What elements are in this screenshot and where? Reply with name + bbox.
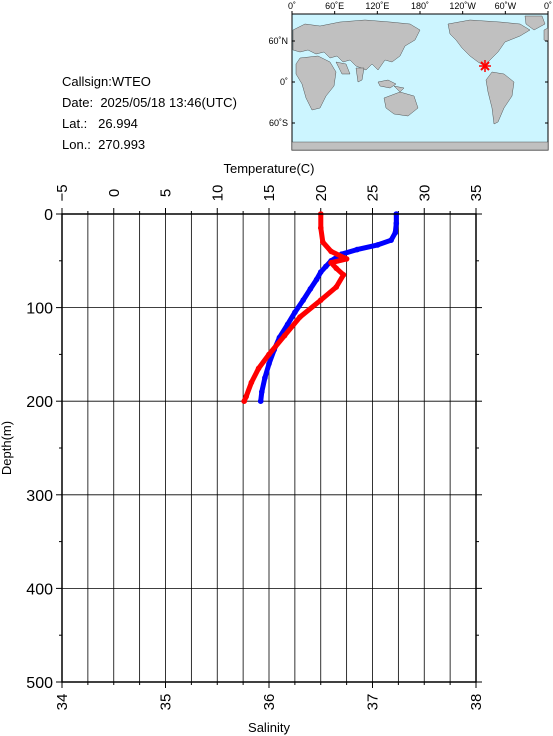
salinity-axis-label: Salinity xyxy=(248,720,290,735)
temperature-point xyxy=(354,246,360,253)
salinity-point xyxy=(328,259,334,266)
temperature-point xyxy=(323,263,329,270)
map-lon-tick-label: 180˚ xyxy=(411,1,429,11)
temperature-point xyxy=(388,237,394,243)
lat-row: Lat.: 26.994 xyxy=(62,116,138,132)
salinity-point xyxy=(243,393,249,400)
plot-frame xyxy=(61,213,477,683)
salinity-tick-label: 34 xyxy=(54,694,71,711)
map-lon-tick-label: 0˚ xyxy=(544,1,552,11)
temperature-point xyxy=(262,375,268,381)
salinity-point xyxy=(297,314,303,320)
temperature-point xyxy=(313,276,320,283)
salinity-point xyxy=(318,297,324,303)
salinity-point xyxy=(318,225,324,231)
salinity-point xyxy=(328,248,334,255)
salinity-tick-label: 35 xyxy=(158,694,175,711)
temperature-tick-label: 15 xyxy=(261,185,278,202)
temperature-tick-label: 25 xyxy=(365,185,382,202)
temperature-tick-label: 10 xyxy=(209,185,226,202)
location-marker-icon xyxy=(479,60,491,72)
map-lon-tick-label: 120˚E xyxy=(365,1,389,11)
salinity-point xyxy=(266,351,272,358)
salinity-point xyxy=(343,256,350,262)
temperature-point xyxy=(300,297,307,303)
temperature-tick-label: 5 xyxy=(158,189,175,197)
map-lon-ticks: 0˚ 60˚E 120˚E 180˚ 120˚W 60˚W 0˚ xyxy=(288,1,552,14)
map-land xyxy=(291,15,549,151)
salinity-point xyxy=(340,272,347,278)
map-lon-tick-label: 120˚W xyxy=(449,1,476,11)
depth-tick-label: 400 xyxy=(26,581,53,598)
salinity-point xyxy=(281,332,288,339)
map-lat-tick-label: 60˚N xyxy=(268,36,288,46)
salinity-point xyxy=(241,398,247,404)
temperature-point xyxy=(393,220,400,227)
date-label: Date: xyxy=(62,95,94,110)
salinity-point xyxy=(255,365,262,372)
map-lon-tick-label: 60˚E xyxy=(325,1,344,11)
callsign-text: Callsign:WTEO xyxy=(62,74,151,89)
salinity-tick-label: 36 xyxy=(261,694,278,711)
temperature-axis-label: Temperature(C) xyxy=(223,161,314,176)
map-lon-tick-label: 0˚ xyxy=(288,1,296,11)
depth-tick-label: 200 xyxy=(26,394,53,411)
temperature-point xyxy=(292,309,298,316)
depth-axis-label: Depth(m) xyxy=(0,421,14,475)
salinity-point xyxy=(333,284,340,290)
lon-row: Lon.: 270.993 xyxy=(62,137,145,153)
chart-grid xyxy=(61,214,477,682)
date-row: Date: 2025/05/18 13:46(UTC) xyxy=(62,95,237,111)
temperature-point xyxy=(307,286,314,292)
salinity-point xyxy=(320,239,326,245)
depth-tick-label: 300 xyxy=(26,488,53,505)
temperature-point xyxy=(318,269,324,275)
temperature-point xyxy=(392,229,399,236)
chart-series xyxy=(241,211,400,404)
temperature-point xyxy=(266,361,272,367)
temperature-point xyxy=(257,398,264,404)
lat-value: 26.994 xyxy=(98,116,138,131)
lon-label: Lon.: xyxy=(62,137,91,152)
temperature-tick-label: 30 xyxy=(416,185,433,202)
depth-tick-label: 100 xyxy=(26,301,53,318)
temperature-tick-label: 35 xyxy=(468,185,485,202)
map-lat-ticks: 60˚N 0˚ 60˚S xyxy=(268,36,548,128)
location-map: 0˚ 60˚E 120˚E 180˚ 120˚W 60˚W 0˚ 60˚N 0˚ 60˚S xyxy=(268,1,552,151)
lat-label: Lat.: xyxy=(62,116,88,131)
date-value: 2025/05/18 13:46(UTC) xyxy=(100,95,237,110)
map-lon-tick-label: 60˚W xyxy=(495,1,517,11)
salinity-point xyxy=(333,265,340,272)
temperature-point xyxy=(374,242,381,248)
salinity-tick-label: 37 xyxy=(365,694,382,711)
temperature-tick-label: −5 xyxy=(54,184,71,201)
lon-value: 270.993 xyxy=(98,137,146,152)
temperature-point xyxy=(284,321,291,328)
temperature-tick-label: 20 xyxy=(313,185,330,202)
temperature-tick-label: 0 xyxy=(106,189,123,197)
map-lat-tick-label: 60˚S xyxy=(269,118,288,128)
map-lat-tick-label: 0˚ xyxy=(280,77,288,87)
temperature-point xyxy=(259,389,265,395)
depth-tick-label: 500 xyxy=(26,675,53,692)
salinity-tick-label: 38 xyxy=(468,694,485,711)
salinity-point xyxy=(248,379,255,386)
depth-tick-label: 0 xyxy=(44,207,53,224)
